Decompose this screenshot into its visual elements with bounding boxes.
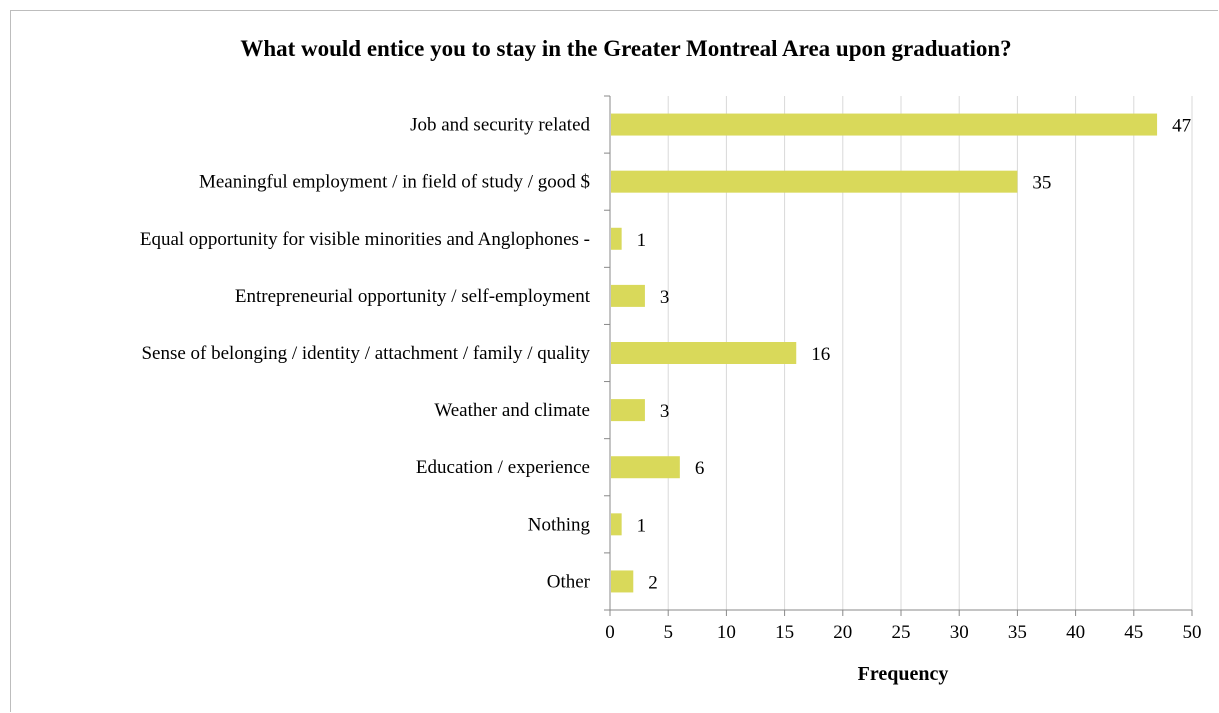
bar	[611, 570, 634, 593]
bar	[611, 342, 797, 364]
x-tick-label: 0	[605, 622, 615, 643]
x-tick-label: 5	[663, 622, 673, 643]
bar	[611, 456, 680, 479]
x-tick-labels: 0 5 10 15 20 25 30 35 40 45 50	[605, 622, 1201, 643]
data-label: 1	[637, 230, 647, 251]
bar	[611, 113, 1158, 136]
bar	[611, 513, 622, 536]
x-tick-label: 45	[1124, 622, 1143, 643]
bar	[611, 170, 1018, 193]
x-tick-label: 10	[717, 622, 736, 643]
category-label: Equal opportunity for visible minorities…	[140, 229, 590, 250]
category-label: Weather and climate	[434, 400, 590, 421]
data-label: 3	[660, 401, 670, 422]
category-label: Job and security related	[410, 115, 590, 136]
chart-title: What would entice you to stay in the Gre…	[240, 36, 1011, 61]
x-tick-label: 25	[892, 622, 911, 643]
category-label: Sense of belonging / identity / attachme…	[141, 343, 590, 364]
x-tick-label: 30	[950, 622, 969, 643]
category-label: Other	[547, 571, 591, 592]
category-label: Entrepreneurial opportunity / self-emplo…	[235, 286, 591, 307]
bar	[611, 399, 645, 422]
x-tick-label: 20	[833, 622, 852, 643]
data-label: 2	[648, 572, 658, 593]
bar	[611, 227, 622, 250]
x-tick-label: 40	[1066, 622, 1085, 643]
chart-frame	[10, 10, 1218, 712]
data-label: 6	[695, 458, 705, 479]
x-tick-label: 15	[775, 622, 794, 643]
category-labels: Job and security related Meaningful emplo…	[140, 115, 591, 593]
data-label: 35	[1032, 173, 1051, 194]
x-tick-label: 35	[1008, 622, 1027, 643]
data-label: 1	[637, 515, 647, 536]
data-label: 3	[660, 287, 670, 308]
data-label: 47	[1172, 116, 1191, 137]
data-labels: 47 35 1 3 16 3 6 1 2	[637, 116, 1191, 594]
category-label: Nothing	[528, 514, 591, 535]
category-label: Education / experience	[416, 457, 590, 478]
x-axis-label: Frequency	[858, 663, 949, 685]
category-label: Meaningful employment / in field of stud…	[199, 172, 590, 193]
data-label: 16	[811, 344, 830, 365]
axes	[604, 95, 1193, 616]
x-tick-label: 50	[1183, 622, 1202, 643]
bars	[611, 113, 1158, 593]
bar	[611, 284, 645, 307]
